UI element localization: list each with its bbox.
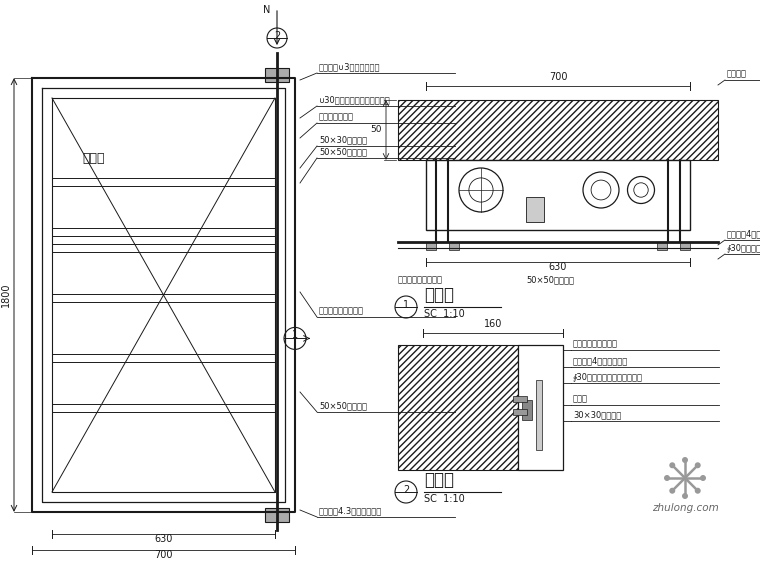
- Bar: [526, 197, 544, 222]
- Bar: [513, 396, 527, 402]
- Bar: [265, 508, 289, 522]
- Circle shape: [695, 462, 701, 469]
- Text: 万向轴承4.3膨胀螺栓厚定: 万向轴承4.3膨胀螺栓厚定: [319, 507, 382, 515]
- Circle shape: [395, 481, 417, 503]
- Text: 消火栓: 消火栓: [82, 152, 104, 165]
- Text: 2: 2: [274, 31, 280, 41]
- Text: 2: 2: [403, 485, 409, 495]
- Text: 剖面图: 剖面图: [424, 471, 454, 489]
- Text: 160: 160: [484, 319, 502, 329]
- Bar: [657, 242, 667, 250]
- Bar: [522, 400, 532, 420]
- Text: 与所在位置材质一致: 与所在位置材质一致: [573, 340, 618, 348]
- Text: 消火箱: 消火箱: [573, 394, 588, 404]
- Text: 与所在位置饰料一致: 与所在位置饰料一致: [319, 307, 364, 316]
- Bar: [680, 242, 690, 250]
- Bar: [536, 380, 542, 450]
- Text: 700: 700: [154, 550, 173, 560]
- Circle shape: [695, 488, 701, 494]
- Circle shape: [395, 296, 417, 318]
- Text: 万向锚夹4膨胀螺栓固定: 万向锚夹4膨胀螺栓固定: [573, 356, 629, 365]
- Circle shape: [670, 462, 676, 469]
- Text: zhulong.com: zhulong.com: [651, 503, 718, 513]
- Text: 剖面图: 剖面图: [424, 286, 454, 304]
- Text: ∲30钢杆上下与万底结夹连接: ∲30钢杆上下与万底结夹连接: [573, 373, 643, 381]
- Circle shape: [682, 457, 688, 463]
- Text: 700: 700: [549, 72, 567, 82]
- Text: 1800: 1800: [1, 283, 11, 307]
- Circle shape: [700, 475, 706, 481]
- Circle shape: [664, 475, 670, 481]
- Bar: [518, 345, 563, 470]
- Circle shape: [284, 327, 306, 349]
- Text: 1: 1: [292, 331, 298, 340]
- Circle shape: [459, 168, 503, 212]
- Circle shape: [583, 172, 619, 208]
- Text: SC  1:10: SC 1:10: [424, 309, 465, 319]
- Text: 万向轴承∪3膨胀螺栓卫定: 万向轴承∪3膨胀螺栓卫定: [319, 63, 381, 71]
- Text: 630: 630: [549, 262, 567, 272]
- Circle shape: [682, 493, 688, 499]
- Circle shape: [628, 177, 654, 203]
- Bar: [426, 242, 436, 250]
- Bar: [265, 68, 289, 82]
- Text: 50×50钢笼内侧: 50×50钢笼内侧: [319, 401, 367, 410]
- Text: 与所在位置饰料一致: 与所在位置饰料一致: [398, 275, 443, 284]
- Text: N: N: [263, 5, 271, 15]
- Text: ∪30钢杆二下与万向轴丝连接: ∪30钢杆二下与万向轴丝连接: [319, 96, 391, 104]
- Text: SC  1:10: SC 1:10: [424, 494, 465, 504]
- Bar: [449, 242, 459, 250]
- Bar: [398, 100, 718, 160]
- Text: 红色有机玻璃字: 红色有机玻璃字: [319, 112, 354, 121]
- Text: 30×30镀锌角钢: 30×30镀锌角钢: [573, 410, 621, 420]
- Text: 630: 630: [154, 534, 173, 544]
- Bar: [513, 409, 527, 415]
- Text: 万向锚丝4膨胀螺栓固定: 万向锚丝4膨胀螺栓固定: [727, 230, 760, 238]
- Text: 50×30镀锌角钢: 50×30镀锌角钢: [319, 136, 367, 145]
- Text: ∲30钢杆上下与万底结夹连接: ∲30钢杆上下与万底结夹连接: [727, 243, 760, 253]
- Text: 50: 50: [370, 125, 382, 135]
- Circle shape: [670, 488, 676, 494]
- Bar: [426, 160, 690, 230]
- Bar: [398, 345, 518, 470]
- Text: 50×50镀锌角钢: 50×50镀锌角钢: [526, 275, 574, 284]
- Text: 50×50钢连角钢: 50×50钢连角钢: [319, 148, 367, 157]
- Text: 1: 1: [403, 300, 409, 310]
- Circle shape: [267, 28, 287, 48]
- Text: 消火栓箱: 消火栓箱: [727, 70, 747, 79]
